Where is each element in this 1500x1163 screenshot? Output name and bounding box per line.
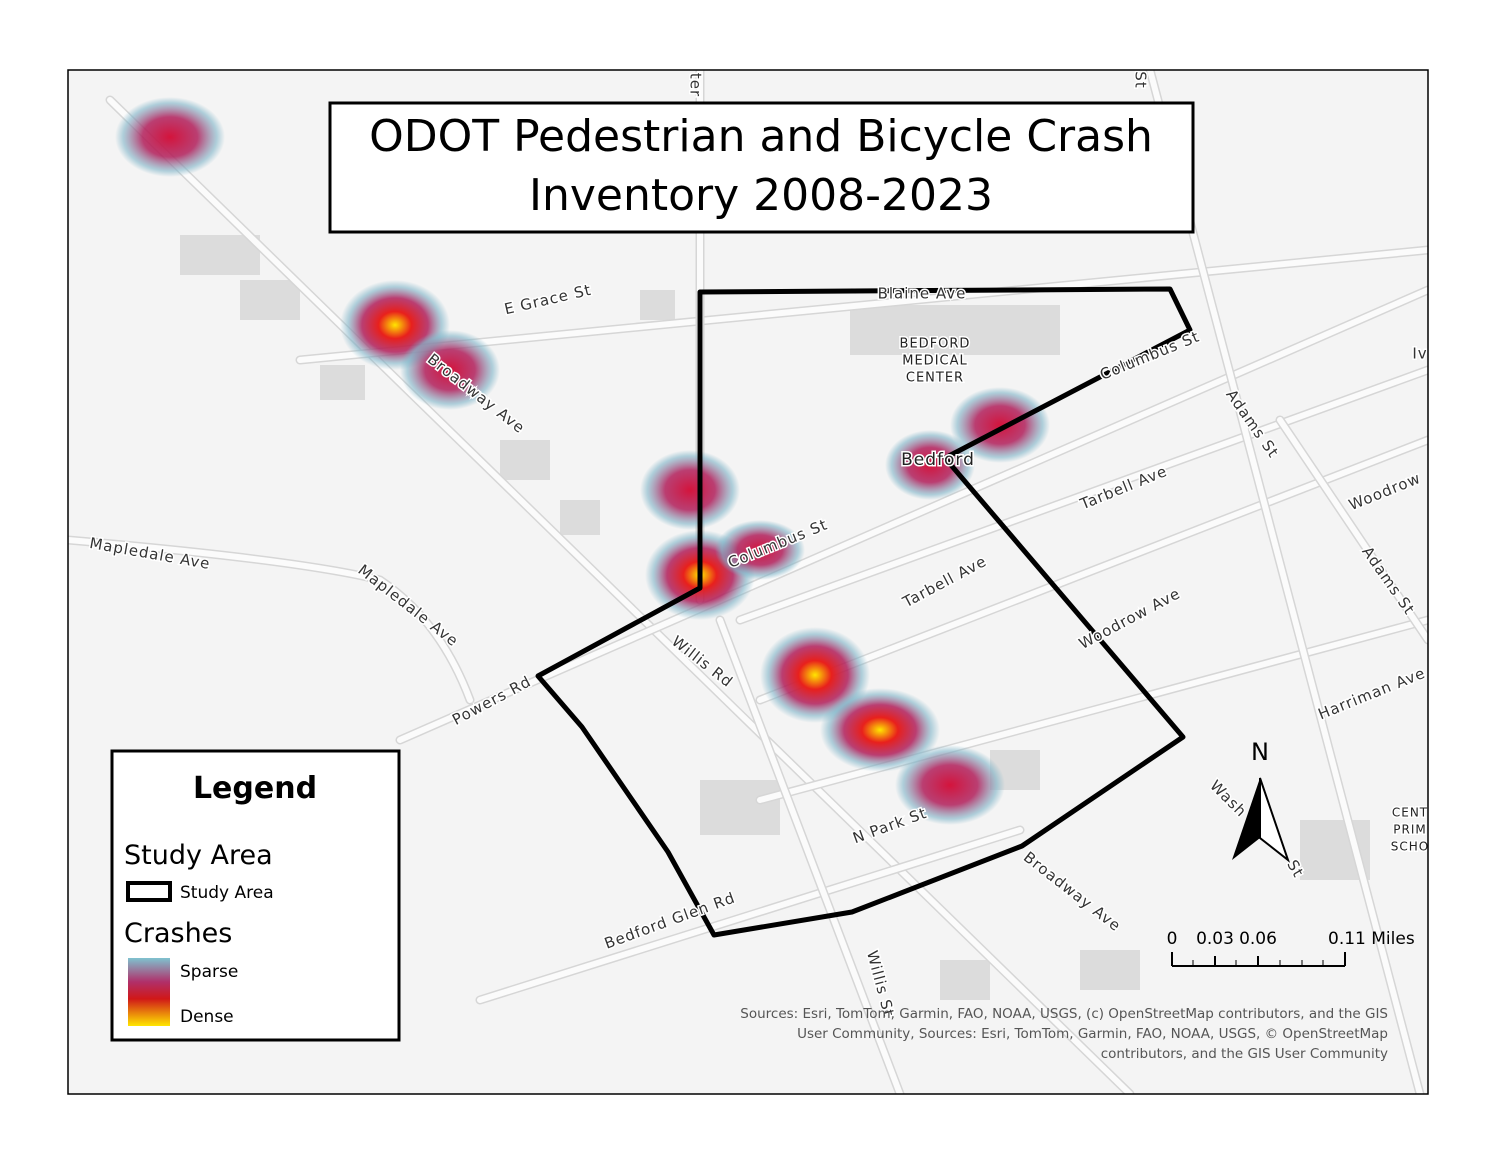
title-line: ODOT Pedestrian and Bicycle Crash bbox=[369, 111, 1153, 162]
legend-group-title: Crashes bbox=[124, 918, 232, 949]
street-label: Iv bbox=[1412, 345, 1427, 363]
place-label: CENTER bbox=[906, 371, 964, 386]
place-label: MEDICAL bbox=[902, 354, 968, 369]
sources: User Community, Sources: Esri, TomTom, G… bbox=[797, 1026, 1388, 1042]
street-label: Blaine Ave bbox=[878, 285, 967, 303]
place-label: Bedford bbox=[901, 450, 975, 470]
sources: contributors, and the GIS User Community bbox=[1101, 1046, 1388, 1062]
sources: Sources: Esri, TomTom, Garmin, FAO, NOAA… bbox=[740, 1006, 1388, 1022]
legend: Legend Study Area Study Area Crashes Spa… bbox=[110, 749, 401, 1042]
title-box bbox=[328, 101, 1195, 234]
legend-title: Legend bbox=[193, 771, 317, 806]
place-label: CENT bbox=[1392, 806, 1428, 820]
crash-ramp bbox=[128, 958, 170, 1026]
scale-label: 0.06 bbox=[1239, 929, 1277, 949]
roads bbox=[68, 70, 1428, 1094]
title-line: Inventory 2008-2023 bbox=[529, 170, 993, 221]
place-label: SCHO bbox=[1391, 840, 1429, 854]
legend-item: Dense bbox=[180, 1007, 234, 1027]
study-area-boundary bbox=[535, 286, 1193, 938]
scale-bar: 0 0.03 0.06 0.11 Miles bbox=[1167, 929, 1415, 967]
study-area-swatch bbox=[126, 881, 172, 902]
north-arrow: N bbox=[1232, 738, 1291, 863]
legend-item: Study Area bbox=[180, 883, 274, 903]
scale-label: 0.11 Miles bbox=[1328, 929, 1415, 949]
place-label: PRIM bbox=[1393, 823, 1426, 837]
street-label: St bbox=[1132, 71, 1150, 88]
north-label: N bbox=[1251, 738, 1269, 766]
street-label: ter bbox=[687, 73, 705, 97]
scale-label: 0 bbox=[1167, 929, 1178, 949]
legend-item: Sparse bbox=[180, 962, 238, 982]
map-frame bbox=[67, 69, 1429, 1095]
crash-heatmap bbox=[115, 97, 1050, 825]
scale-label: 0.03 bbox=[1196, 929, 1234, 949]
legend-group-title: Study Area bbox=[124, 840, 273, 871]
buildings bbox=[180, 235, 1370, 1000]
place-label: BEDFORD bbox=[900, 337, 971, 352]
